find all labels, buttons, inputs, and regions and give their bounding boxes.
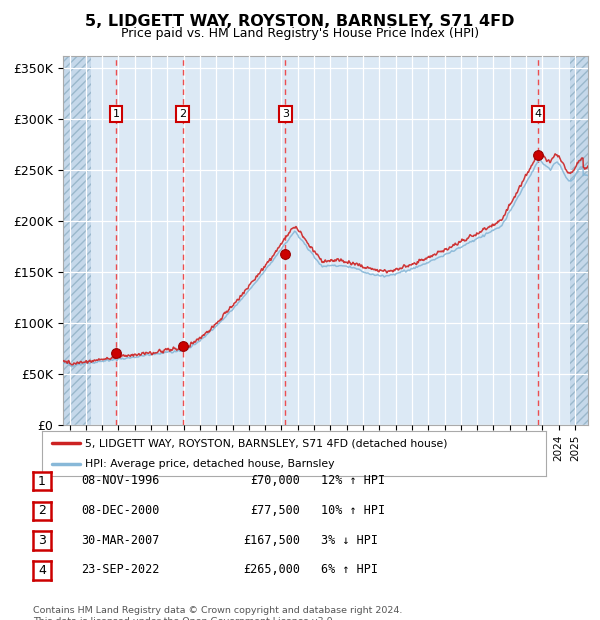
Text: 4: 4: [535, 109, 542, 119]
Text: 1: 1: [113, 109, 119, 119]
Text: 5, LIDGETT WAY, ROYSTON, BARNSLEY, S71 4FD: 5, LIDGETT WAY, ROYSTON, BARNSLEY, S71 4…: [85, 14, 515, 29]
Text: 08-NOV-1996: 08-NOV-1996: [81, 474, 160, 487]
Text: £167,500: £167,500: [243, 534, 300, 546]
Bar: [570, 56, 588, 425]
Text: 5, LIDGETT WAY, ROYSTON, BARNSLEY, S71 4FD (detached house): 5, LIDGETT WAY, ROYSTON, BARNSLEY, S71 4…: [85, 438, 448, 448]
Text: 2: 2: [38, 505, 46, 517]
Text: 10% ↑ HPI: 10% ↑ HPI: [321, 504, 385, 516]
Bar: [570, 56, 588, 425]
Text: 12% ↑ HPI: 12% ↑ HPI: [321, 474, 385, 487]
Text: Price paid vs. HM Land Registry's House Price Index (HPI): Price paid vs. HM Land Registry's House …: [121, 27, 479, 40]
Bar: [63, 56, 91, 425]
Text: £70,000: £70,000: [250, 474, 300, 487]
Text: 08-DEC-2000: 08-DEC-2000: [81, 504, 160, 516]
Text: 3: 3: [282, 109, 289, 119]
Text: 1: 1: [38, 475, 46, 487]
Text: 2: 2: [179, 109, 186, 119]
Text: 4: 4: [38, 564, 46, 577]
Text: HPI: Average price, detached house, Barnsley: HPI: Average price, detached house, Barn…: [85, 459, 334, 469]
Text: 23-SEP-2022: 23-SEP-2022: [81, 564, 160, 576]
Text: £77,500: £77,500: [250, 504, 300, 516]
Text: 3: 3: [38, 534, 46, 547]
Bar: [63, 56, 91, 425]
Text: 3% ↓ HPI: 3% ↓ HPI: [321, 534, 378, 546]
Text: £265,000: £265,000: [243, 564, 300, 576]
Text: 30-MAR-2007: 30-MAR-2007: [81, 534, 160, 546]
Text: 6% ↑ HPI: 6% ↑ HPI: [321, 564, 378, 576]
Text: Contains HM Land Registry data © Crown copyright and database right 2024.
This d: Contains HM Land Registry data © Crown c…: [33, 606, 403, 620]
